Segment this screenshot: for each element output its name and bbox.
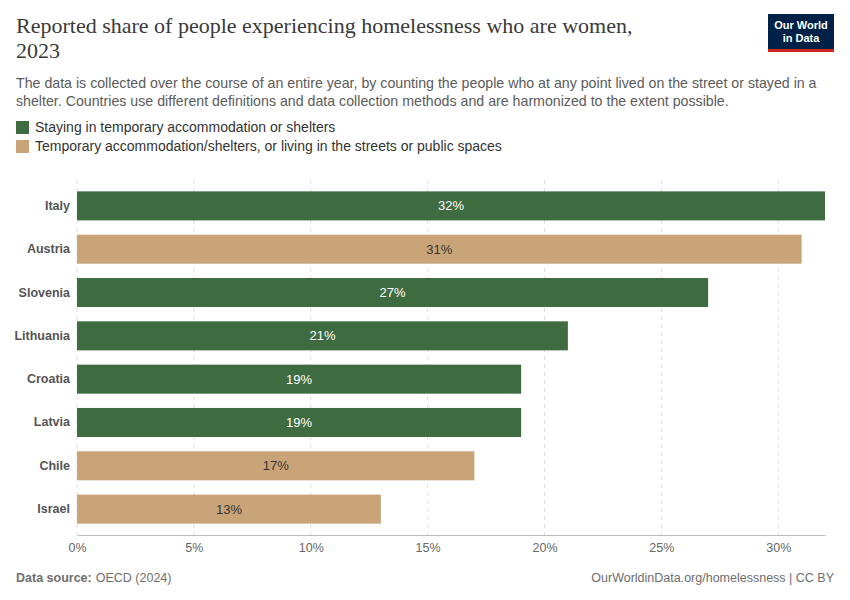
x-tick-label: 30% [766, 541, 791, 555]
category-label: Slovenia [19, 286, 71, 300]
subtitle: The data is collected over the course of… [16, 75, 817, 109]
logo-text: in Data [783, 32, 821, 44]
x-tick: 5% [185, 535, 203, 555]
source-label: Data source: [16, 571, 92, 585]
category-label: Croatia [27, 372, 71, 386]
bar [77, 191, 825, 220]
text-line: shelter. Countries use different definit… [16, 93, 729, 109]
data-label: 27% [380, 285, 406, 300]
x-tick: 25% [649, 535, 674, 555]
data-label: 19% [286, 372, 312, 387]
legend-swatch [16, 121, 29, 134]
y-axis: Italy Austria Slovenia Lithuania Croatia Latv… [14, 199, 77, 516]
grid-line [544, 180, 545, 535]
legend: Staying in temporary accommodation or sh… [16, 119, 502, 154]
data-labels: 32% 27% 21% 19% 19% 31% 17% 13% [216, 198, 465, 516]
category-label: Chile [39, 459, 70, 473]
credit: OurWorldinData.org/homelessness | CC BY [591, 571, 834, 585]
chart: Reported share of people experiencing ho… [0, 0, 850, 600]
y-tick: Latvia [34, 415, 77, 429]
y-tick: Slovenia [19, 286, 77, 300]
grid-line [77, 180, 78, 535]
data-label: 13% [216, 502, 242, 517]
legend-label: Staying in temporary accommodation or sh… [35, 119, 335, 135]
x-tick: 0% [68, 535, 86, 555]
data-label: 32% [438, 198, 464, 213]
logo-bar [768, 49, 834, 52]
text-line: The data is collected over the course of… [16, 75, 817, 91]
bar [77, 321, 568, 350]
bar [77, 365, 521, 394]
category-label: Austria [27, 242, 71, 256]
category-label: Lithuania [14, 329, 71, 343]
x-tick-label: 5% [185, 541, 203, 555]
legend-swatch [16, 140, 29, 153]
y-tick: Israel [37, 502, 77, 516]
grid-line [427, 180, 428, 535]
bar [77, 408, 521, 437]
category-label: Italy [45, 199, 70, 213]
bar [77, 451, 474, 480]
grid-line [661, 180, 662, 535]
y-tick: Italy [45, 199, 77, 213]
data-label: 21% [309, 328, 335, 343]
category-label: Latvia [34, 415, 71, 429]
legend-label: Temporary accommodation/shelters, or liv… [35, 138, 502, 154]
y-tick: Croatia [27, 372, 77, 386]
x-tick-label: 15% [416, 541, 441, 555]
y-tick: Lithuania [14, 329, 77, 343]
bars [77, 191, 825, 523]
data-label: 31% [426, 242, 452, 257]
category-label: Israel [37, 502, 70, 516]
grid-line [778, 180, 779, 535]
x-tick: 20% [532, 535, 557, 555]
x-tick-label: 20% [532, 541, 557, 555]
x-tick: 15% [416, 535, 441, 555]
data-label: 17% [263, 458, 289, 473]
logo-text: Our World [774, 19, 828, 31]
source: Data source: OECD (2024) [16, 571, 171, 585]
grid [77, 180, 778, 535]
text-line: 2023 [16, 38, 60, 63]
grid-line [310, 180, 311, 535]
logo: Our Worldin Data [768, 14, 834, 52]
logo-box [768, 14, 834, 52]
x-axis: 0% 5% 10% 15% 20% 25% 30% [68, 535, 825, 555]
x-axis-line [78, 535, 826, 536]
data-label: 19% [286, 415, 312, 430]
title: Reported share of people experiencing ho… [16, 13, 632, 63]
source-text: OECD (2024) [96, 571, 172, 585]
x-tick-label: 0% [68, 541, 86, 555]
x-tick-label: 10% [299, 541, 324, 555]
y-tick: Austria [27, 242, 77, 256]
x-tick-label: 25% [649, 541, 674, 555]
grid-line [193, 180, 194, 535]
x-tick: 30% [766, 535, 791, 555]
text-line: Reported share of people experiencing ho… [16, 13, 632, 38]
x-tick: 10% [299, 535, 324, 555]
bar [77, 278, 708, 307]
bar [77, 495, 381, 524]
bar [77, 235, 802, 264]
y-tick: Chile [39, 459, 77, 473]
